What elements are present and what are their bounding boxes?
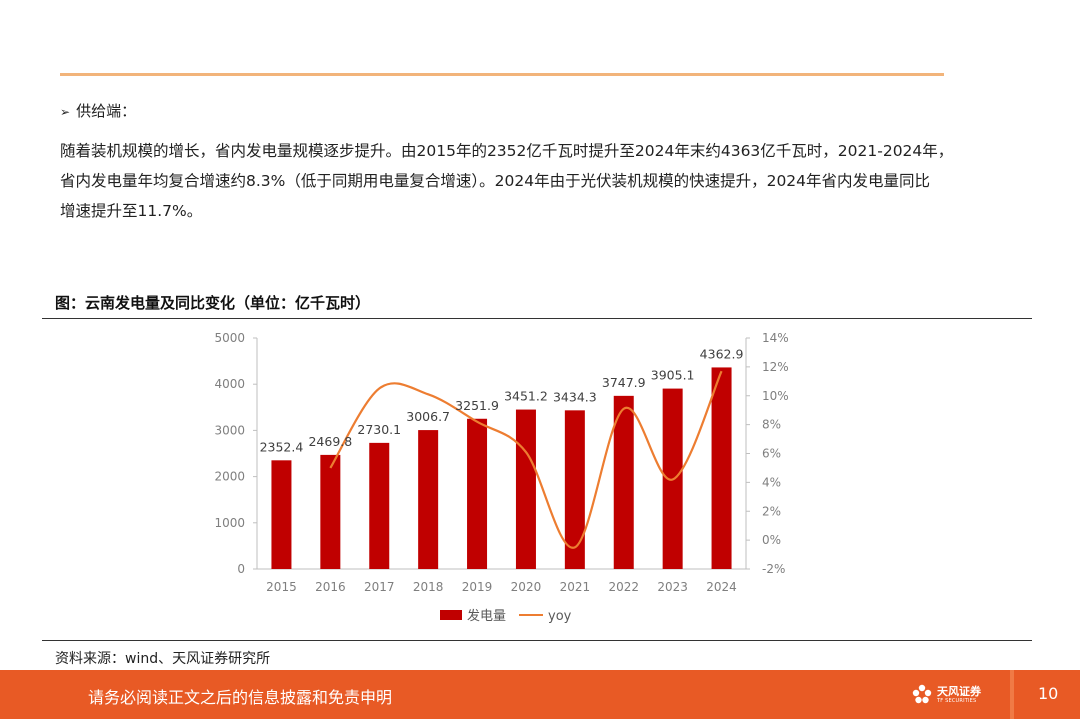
- x-axis-tick-label: 2018: [413, 580, 444, 594]
- logo-text: 天风证券: [937, 685, 981, 698]
- bar: [320, 454, 341, 569]
- company-logo: 天风证券 TF SECURITIES: [910, 680, 990, 710]
- paragraph-line: 增速提升至11.7%。: [60, 202, 203, 220]
- x-axis-tick-label: 2017: [364, 580, 395, 594]
- right-axis-tick-label: 12%: [762, 360, 789, 374]
- legend-label-line: yoy: [548, 609, 572, 624]
- bar: [564, 410, 585, 569]
- bar: [467, 418, 488, 569]
- x-axis-tick-label: 2024: [706, 580, 737, 594]
- legend-swatch-bar: [440, 610, 462, 620]
- bar-data-label: 3451.2: [504, 389, 548, 404]
- right-axis-tick-label: 10%: [762, 389, 789, 403]
- paragraph-line: 省内发电量年均复合增速约8.3%（低于同期用电量复合增速）。2024年由于光伏装…: [60, 172, 931, 190]
- figure-title: 图：云南发电量及同比变化（单位：亿千瓦时）: [55, 294, 371, 312]
- bar-data-label: 2469.8: [308, 434, 352, 449]
- right-axis-tick-label: -2%: [762, 562, 785, 576]
- x-axis-tick-label: 2023: [657, 580, 688, 594]
- disclaimer-text: 请务必阅读正文之后的信息披露和免责申明: [88, 688, 393, 707]
- logo-subtext: TF SECURITIES: [937, 698, 977, 704]
- x-axis-tick-label: 2022: [608, 580, 639, 594]
- right-axis-tick-label: 2%: [762, 504, 781, 518]
- bar-data-label: 2730.1: [357, 422, 401, 437]
- bar-data-label: 4362.9: [700, 346, 744, 361]
- figure-rule-top: [42, 318, 1032, 319]
- paragraph-line: 随着装机规模的增长，省内发电量规模逐步提升。由2015年的2352亿千瓦时提升至…: [60, 142, 954, 160]
- left-axis-tick-label: 3000: [214, 423, 245, 437]
- right-axis-tick-label: 14%: [762, 331, 789, 345]
- source-note: 资料来源：wind、天风证券研究所: [55, 651, 271, 667]
- right-axis-tick-label: 6%: [762, 447, 781, 461]
- bar-data-label: 3434.3: [553, 389, 597, 404]
- bar-data-label: 3006.7: [406, 409, 450, 424]
- bar: [613, 395, 634, 569]
- left-axis-tick-label: 2000: [214, 470, 245, 484]
- left-axis-tick-label: 5000: [214, 331, 245, 345]
- footer-separator: [1010, 670, 1014, 719]
- legend-label-bar: 发电量: [467, 608, 506, 624]
- right-axis-tick-label: 0%: [762, 533, 781, 547]
- page-number: 10: [1038, 684, 1059, 703]
- left-axis-tick-label: 1000: [214, 516, 245, 530]
- bar: [711, 367, 732, 569]
- body-paragraph: 随着装机规模的增长，省内发电量规模逐步提升。由2015年的2352亿千瓦时提升至…: [60, 136, 1040, 226]
- yoy-line: [329, 370, 723, 549]
- x-axis-tick-label: 2019: [462, 580, 493, 594]
- arrow-bullet-icon: ➢: [60, 105, 71, 119]
- footer-bar: 请务必阅读正文之后的信息披露和免责申明 天风证券 TF SECURITIES 1…: [0, 670, 1080, 719]
- section-heading: ➢ 供给端：: [60, 100, 136, 121]
- bar-data-label: 2352.4: [260, 439, 304, 454]
- top-rule: [60, 73, 944, 76]
- bar: [515, 409, 536, 569]
- bar: [369, 442, 390, 569]
- bar: [418, 430, 439, 569]
- x-axis-tick-label: 2020: [511, 580, 542, 594]
- x-axis-tick-label: 2016: [315, 580, 346, 594]
- bar-data-label: 3905.1: [651, 368, 695, 383]
- x-axis-tick-label: 2021: [560, 580, 591, 594]
- left-axis-tick-label: 0: [237, 562, 245, 576]
- x-axis-tick-label: 2015: [266, 580, 297, 594]
- section-heading-label: 供给端：: [76, 102, 137, 120]
- right-axis-tick-label: 8%: [762, 418, 781, 432]
- flower-logo-icon: [912, 684, 932, 704]
- right-axis-tick-label: 4%: [762, 475, 781, 489]
- bar: [271, 460, 292, 569]
- left-axis-tick-label: 4000: [214, 377, 245, 391]
- bar-data-label: 3251.9: [455, 398, 499, 413]
- figure-rule-bottom: [42, 640, 1032, 641]
- bar-data-label: 3747.9: [602, 375, 646, 390]
